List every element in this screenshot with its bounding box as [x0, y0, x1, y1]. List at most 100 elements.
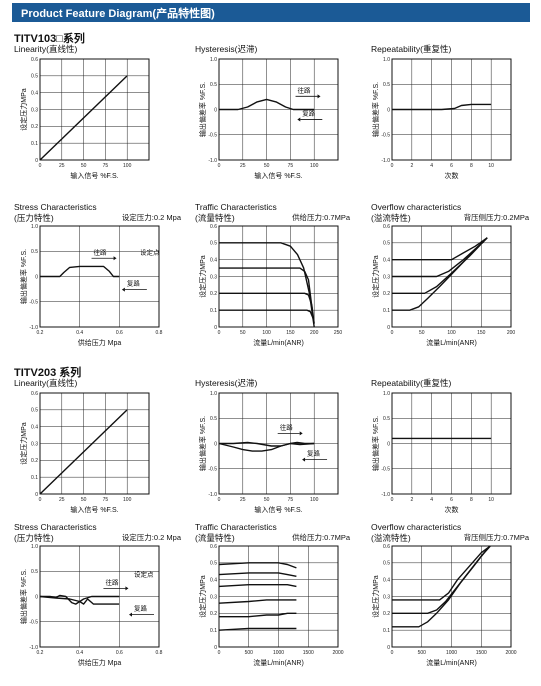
x-axis-label: 输入信号 %F.S. — [70, 505, 118, 514]
y-tick-label: 0.5 — [210, 82, 217, 88]
x-tick-label: 100 — [310, 497, 319, 503]
x-tick-label: 250 — [334, 330, 343, 336]
series-line-1 — [218, 562, 297, 569]
x-tick-label: 25 — [59, 497, 65, 503]
x-tick-label: 0 — [391, 650, 394, 656]
y-tick-label: -1.0 — [208, 158, 217, 164]
linearity-chart-1: 0 0.1 0.2 0.3 0.4 0.5 0.6 0 25 50 75 100 输入信号 %F.S. 设… — [19, 57, 150, 180]
x-tick-label: 1000 — [446, 650, 457, 656]
series-line-3 — [392, 237, 488, 295]
y-tick-label: 0.4 — [31, 90, 38, 96]
series-line-3 — [392, 545, 491, 628]
series-line-6 — [218, 627, 297, 631]
series-line-1 — [219, 242, 315, 328]
x-tick-label: 0 — [218, 650, 221, 656]
arrow-head — [121, 287, 125, 292]
annotation-label: 往路 — [94, 247, 108, 256]
y-tick-label: 0 — [35, 492, 38, 498]
plot-frame — [218, 225, 339, 328]
x-tick-label: 8 — [470, 497, 473, 503]
y-tick-label: 0 — [387, 325, 390, 331]
chart-title-overflow-2: Overflow characteristics (溢流特性) — [371, 522, 462, 543]
x-tick-label: 0 — [39, 163, 42, 169]
y-tick-label: -0.5 — [208, 467, 217, 473]
section-title-titv103: TITV103□系列 — [14, 33, 85, 45]
overflow-chart-1: 0 0.1 0.2 0.3 0.4 0.5 0.6 0 50 100 150 200 流量L/min(A… — [371, 224, 515, 347]
x-tick-label: 100 — [262, 330, 271, 336]
x-tick-label: 6 — [450, 163, 453, 169]
y-tick-label: 0.3 — [210, 594, 217, 600]
arrow-head — [302, 457, 306, 462]
annotation-label: 复路 — [134, 604, 148, 613]
annotation-label: 复路 — [307, 449, 321, 458]
y-tick-label: 0.6 — [383, 224, 390, 230]
y-tick-label: 0.4 — [31, 424, 38, 430]
x-tick-label: 150 — [286, 330, 295, 336]
series-line-2 — [392, 237, 488, 278]
x-tick-label: 100 — [447, 330, 456, 336]
series-line-1 — [39, 75, 128, 161]
arrow-head — [317, 94, 321, 99]
y-axis-label: 设定压力MPa — [371, 575, 380, 617]
y-tick-label: 0.5 — [210, 416, 217, 422]
chart-note-overflow-1: 背压侧压力:0.2MPa — [463, 213, 529, 222]
x-tick-label: 0.8 — [156, 330, 163, 336]
chart-title-hysteresis-2: Hysteresis(迟滞) — [195, 378, 258, 388]
y-tick-label: 1.0 — [383, 57, 390, 63]
annotation-label: 设定点 — [134, 569, 154, 578]
x-tick-label: 75 — [103, 497, 109, 503]
arrow-head — [129, 612, 133, 617]
x-tick-label: 0 — [391, 163, 394, 169]
section-title-titv203: TITV203 系列 — [14, 367, 82, 379]
x-tick-label: 0 — [218, 497, 221, 503]
y-tick-label: 0.3 — [210, 274, 217, 280]
chart-note-traffic-2: 供给压力:0.7MPa — [292, 533, 350, 542]
x-axis-label: 供给压力 Mpa — [78, 658, 122, 667]
y-tick-label: 0.5 — [31, 569, 38, 575]
x-tick-label: 75 — [288, 163, 294, 169]
arrow-head — [297, 117, 301, 122]
y-tick-label: 0 — [35, 274, 38, 280]
y-tick-label: 0 — [214, 645, 217, 651]
y-tick-label: -0.5 — [381, 133, 390, 139]
chart-title-stress-1: Stress Characteristics (压力特性) — [14, 202, 97, 223]
repeatability-chart-1: -1.0 -0.5 0 0.5 1.0 0 2 4 6 8 10 次数 输出偏差率 %F.S. — [371, 57, 512, 180]
x-tick-label: 50 — [264, 497, 270, 503]
y-tick-label: 0.6 — [383, 544, 390, 550]
x-tick-label: 150 — [477, 330, 486, 336]
annotation-label: 往路 — [298, 85, 312, 94]
x-axis-label: 次数 — [445, 171, 459, 180]
y-tick-label: 0.6 — [31, 57, 38, 63]
y-axis-label: 设定压力MPa — [198, 575, 207, 617]
y-tick-label: 0.4 — [383, 577, 390, 583]
y-tick-label: -1.0 — [381, 492, 390, 498]
y-tick-label: 1.0 — [210, 391, 217, 397]
x-tick-label: 100 — [310, 163, 319, 169]
chart-title-hysteresis-1: Hysteresis(迟滞) — [195, 44, 258, 54]
x-tick-label: 50 — [264, 163, 270, 169]
x-tick-label: 2000 — [505, 650, 516, 656]
x-tick-label: 25 — [240, 497, 246, 503]
y-tick-label: 0.2 — [210, 611, 217, 617]
series-line-1 — [392, 545, 491, 601]
y-tick-label: 0 — [35, 594, 38, 600]
annotation-label: 设定点 — [140, 247, 160, 256]
y-tick-label: 0.5 — [210, 241, 217, 247]
x-tick-label: 75 — [288, 497, 294, 503]
y-tick-label: 1.0 — [210, 57, 217, 63]
series-line-2 — [218, 572, 297, 577]
y-tick-label: 0.6 — [31, 391, 38, 397]
y-tick-label: 0.5 — [383, 241, 390, 247]
y-tick-label: 0.2 — [383, 291, 390, 297]
x-axis-label: 输入信号 %F.S. — [254, 171, 302, 180]
y-tick-label: 0.4 — [383, 257, 390, 263]
y-tick-label: -1.0 — [381, 158, 390, 164]
y-axis-label: 设定压力MPa — [198, 255, 207, 297]
x-tick-label: 50 — [81, 163, 87, 169]
traffic-chart-2: 0 0.1 0.2 0.3 0.4 0.5 0.6 0 500 1000 1500 2000 流量L/m… — [198, 544, 344, 667]
y-tick-label: 0.2 — [31, 458, 38, 464]
y-axis-label: 输出偏差率 %F.S. — [371, 416, 380, 471]
x-axis-label: 流量L/min(ANR) — [426, 658, 477, 667]
series-line-1 — [392, 103, 492, 111]
x-tick-label: 6 — [450, 497, 453, 503]
